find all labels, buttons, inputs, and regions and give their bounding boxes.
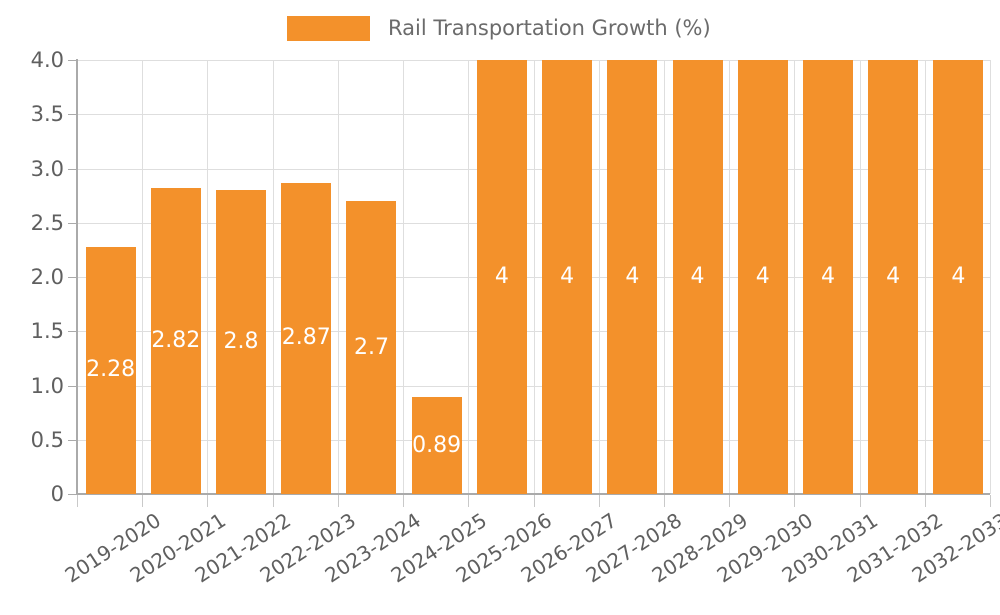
- x-axis-line: [76, 493, 990, 495]
- x-tick-mark: [207, 495, 209, 507]
- x-tick-mark: [403, 495, 405, 507]
- x-tick-mark: [468, 495, 470, 507]
- bar[interactable]: [933, 60, 984, 494]
- y-tick-mark: [68, 277, 77, 278]
- bar[interactable]: [85, 246, 136, 494]
- bar-value-label: 4: [625, 264, 640, 289]
- bar[interactable]: [542, 60, 593, 494]
- bar[interactable]: [868, 60, 919, 494]
- bar[interactable]: [216, 190, 267, 494]
- gridline-vertical: [337, 60, 339, 494]
- bar-value-label: 0.89: [412, 432, 462, 458]
- x-tick-mark: [990, 495, 991, 507]
- gridline-vertical: [142, 60, 144, 494]
- bar-value-label: 4: [951, 264, 966, 289]
- y-tick-mark: [68, 114, 77, 116]
- bar[interactable]: [411, 397, 462, 494]
- bar-value-label: 4: [494, 264, 509, 289]
- x-tick-mark: [272, 495, 274, 507]
- x-tick-mark: [77, 495, 78, 507]
- y-tick-mark: [68, 494, 77, 495]
- bar[interactable]: [802, 60, 853, 494]
- bar-value-label: 4: [755, 264, 770, 289]
- bar-value-label: 2.87: [281, 325, 331, 351]
- bar[interactable]: [346, 201, 397, 494]
- gridline-vertical: [794, 60, 796, 494]
- y-tick-label: 3.0: [30, 156, 64, 181]
- bar-value-label: 4: [560, 264, 575, 289]
- bar[interactable]: [150, 188, 201, 494]
- bar-value-label: 4: [886, 264, 901, 289]
- bar[interactable]: [672, 60, 723, 494]
- gridline-vertical: [598, 60, 600, 494]
- y-tick-mark: [68, 385, 77, 387]
- gridline-vertical: [990, 60, 991, 494]
- legend-swatch-rail-transportation-growth[interactable]: [287, 15, 370, 41]
- y-tick-mark: [68, 168, 77, 170]
- bar[interactable]: [476, 60, 527, 494]
- y-tick-mark: [68, 439, 77, 441]
- x-tick-mark: [924, 495, 926, 507]
- bar-value-label: 2.8: [223, 329, 259, 355]
- gridline-vertical: [207, 60, 209, 494]
- bar[interactable]: [737, 60, 788, 494]
- gridline-vertical: [663, 60, 665, 494]
- bar-value-label: 4: [820, 264, 835, 289]
- y-tick-label: 1.5: [30, 319, 64, 344]
- bar[interactable]: [607, 60, 658, 494]
- bar-chart: Rail Transportation Growth (%) 0 0.5 1.0 1.…: [30, 14, 1000, 588]
- x-tick-mark: [533, 495, 535, 507]
- y-tick-label: 0.5: [30, 427, 64, 452]
- x-tick-mark: [598, 495, 600, 507]
- gridline-vertical: [272, 60, 274, 494]
- x-tick-mark: [663, 495, 665, 507]
- x-tick-mark: [794, 495, 796, 507]
- bar-value-label: 2.28: [86, 357, 136, 383]
- legend-label-rail-transportation-growth: Rail Transportation Growth (%): [388, 15, 711, 40]
- gridline-vertical: [403, 60, 405, 494]
- y-tick-label: 2.0: [30, 265, 64, 289]
- x-tick-mark: [337, 495, 339, 507]
- bar[interactable]: [281, 182, 332, 494]
- y-tick-label: 0: [50, 482, 64, 506]
- y-tick-label: 2.5: [30, 210, 64, 235]
- gridline-vertical: [533, 60, 535, 494]
- gridline-vertical: [729, 60, 731, 494]
- chart-legend: Rail Transportation Growth (%): [287, 14, 711, 42]
- x-tick-mark: [859, 495, 861, 507]
- y-tick-label: 4.0: [30, 48, 64, 72]
- y-tick-mark: [68, 331, 77, 333]
- gridline-vertical: [924, 60, 926, 494]
- y-tick-label: 3.5: [30, 102, 64, 127]
- bar-value-label: 2.7: [353, 334, 389, 360]
- x-tick-mark: [729, 495, 731, 507]
- gridline-vertical: [468, 60, 470, 494]
- y-tick-mark: [68, 222, 77, 224]
- y-tick-label: 1.0: [30, 373, 64, 398]
- y-tick-mark: [68, 60, 77, 61]
- bar-value-label: 4: [690, 264, 705, 289]
- bar-value-label: 2.82: [151, 328, 201, 353]
- gridline-vertical: [859, 60, 861, 494]
- x-tick-mark: [142, 495, 144, 507]
- y-axis-line: [76, 59, 78, 495]
